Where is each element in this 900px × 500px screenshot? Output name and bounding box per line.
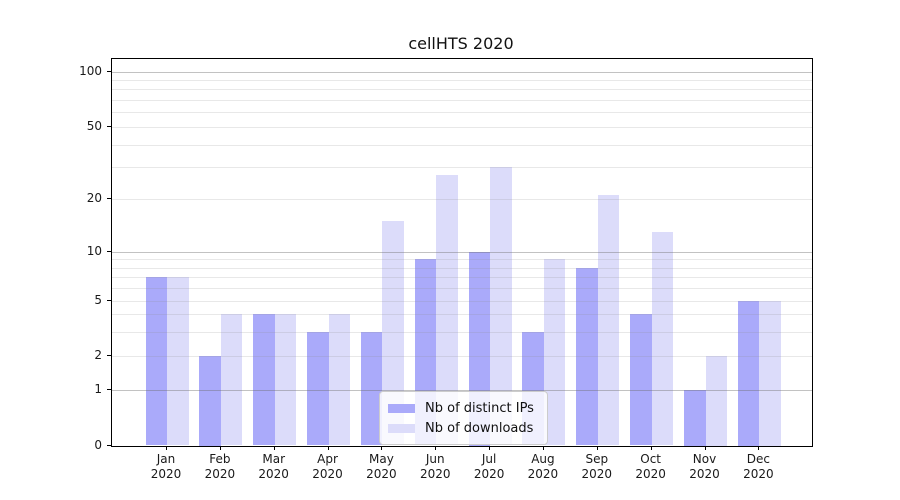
x-tick-mark [650,446,652,450]
bar-oct-distinct-ips [630,314,652,446]
y-tick-mark [107,355,111,356]
bar-sep-distinct-ips [576,267,598,446]
bar-nov-downloads [705,356,727,446]
x-tick-mark [489,446,491,450]
gridline-minor [112,127,812,128]
x-tick-label: Apr 2020 [312,452,343,481]
y-tick-label: 5 [94,293,102,307]
x-tick-label: Nov 2020 [689,452,720,481]
bar-apr-distinct-ips [307,331,329,446]
bar-nov-distinct-ips [684,390,706,446]
x-tick-label: Jun 2020 [419,452,451,481]
x-tick-mark [596,446,598,450]
gridline-minor [112,314,812,316]
gridline-minor [112,356,812,357]
gridline-minor [112,288,812,290]
bar-dec-distinct-ips [737,301,760,446]
bar-sep-downloads [597,195,620,446]
bar-mar-downloads [274,314,297,446]
y-tick-label: 20 [86,191,102,205]
y-tick-mark [107,198,111,199]
y-tick-label: 1 [94,382,102,396]
bar-feb-downloads [220,314,243,446]
gridline-minor [112,144,812,146]
legend-swatch-distinct-ips [388,403,415,413]
legend-label-distinct-ips: Nb of distinct IPs [425,400,534,416]
x-tick-label: Feb 2020 [204,452,236,481]
bar-jun-downloads [436,175,458,446]
gridline-major [112,71,812,73]
legend-item-downloads: Nb of downloads [388,418,538,438]
gridline-minor [112,259,812,261]
x-tick-mark [542,446,544,450]
y-tick-label: 100 [79,63,102,78]
bar-mar-distinct-ips [253,314,275,446]
y-tick-label: 2 [94,348,102,362]
bar-aug-downloads [543,259,566,446]
bar-jan-downloads [167,277,189,446]
x-tick-label: Jul 2020 [473,452,505,481]
legend: Nb of distinct IPs Nb of downloads [379,391,548,445]
legend-label-downloads: Nb of downloads [425,420,534,436]
bar-feb-distinct-ips [199,356,221,446]
x-tick-mark [381,446,383,450]
bar-may-distinct-ips [360,331,383,446]
x-tick-label: Dec 2020 [743,452,774,481]
gridline-minor [112,267,812,269]
x-tick-mark [273,446,275,450]
legend-swatch-downloads [388,423,415,433]
bar-oct-downloads [651,231,674,446]
x-tick-label: Jan 2020 [150,452,182,481]
gridline-minor [112,301,812,302]
y-tick-mark [107,251,111,252]
y-tick-mark [107,389,111,390]
gridline-minor [112,167,812,169]
x-tick-label: Aug 2020 [527,452,559,481]
y-tick-label: 10 [86,244,102,258]
plot-area: Nb of distinct IPs Nb of downloads [111,58,813,447]
bar-jul-downloads [490,167,512,446]
chart-title: cellHTS 2020 [408,34,514,53]
gridline-minor [112,100,812,102]
y-tick-label: 0 [94,437,102,452]
gridline-major [112,390,812,391]
x-tick-label: May 2020 [366,452,397,481]
x-tick-label: Mar 2020 [258,452,289,481]
gridline-major [112,252,812,253]
y-tick-mark [107,70,111,72]
gridline-minor [112,277,812,279]
x-tick-label: Oct 2020 [635,452,666,481]
x-tick-mark [166,446,167,450]
x-tick-mark [219,446,221,450]
y-tick-label: 50 [86,119,102,133]
x-tick-mark [758,446,760,450]
gridline-minor [112,112,812,114]
legend-item-distinct-ips: Nb of distinct IPs [388,398,538,418]
gridline-minor [112,79,812,81]
x-tick-mark [435,446,437,450]
x-tick-label: Sep 2020 [581,452,613,481]
y-tick-mark [107,126,111,127]
y-tick-mark [107,444,111,446]
x-tick-mark [704,446,706,450]
bar-may-downloads [382,220,404,446]
bar-dec-downloads [759,301,781,446]
bar-apr-downloads [328,314,351,446]
gridline-minor [112,89,812,91]
y-tick-mark [107,300,111,301]
gridline-minor [112,199,812,200]
gridline-minor [112,331,812,333]
bar-jan-distinct-ips [145,277,167,446]
x-tick-mark [327,446,329,450]
